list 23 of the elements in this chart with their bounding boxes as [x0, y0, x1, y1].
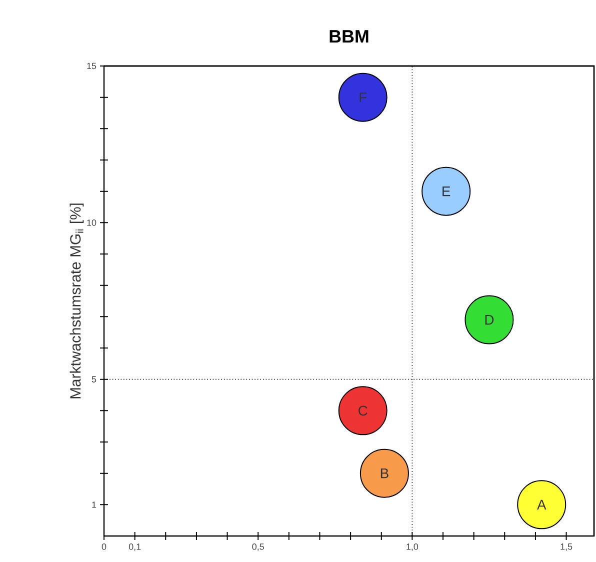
annotation: D: [485, 314, 494, 325]
x-tick-label: 0,5: [252, 544, 264, 551]
x-tick-label: 0,1: [128, 544, 141, 551]
point: [422, 166, 471, 216]
point: [464, 295, 514, 344]
y-tick-label: 10: [87, 219, 96, 226]
x-tick-label: 0: [102, 544, 106, 550]
annotation: F: [360, 92, 367, 102]
chart-title: BBM: [330, 30, 368, 42]
annotation: A: [537, 500, 546, 510]
y-axis-title: Marktwachstumsrate MG$_{ii}$ [%]: [70, 204, 84, 398]
y-tick-label: 1: [92, 502, 96, 508]
x-tick-label: 1,5: [560, 544, 572, 551]
annotation: C: [358, 406, 368, 416]
point: [338, 386, 388, 436]
point: [338, 72, 388, 122]
x-tick-label: 1,0: [406, 544, 418, 551]
y-tick-label: 5: [92, 376, 96, 382]
point: [517, 480, 566, 530]
y-tick-label: 15: [87, 62, 96, 70]
point: [360, 448, 409, 498]
annotation: B: [380, 468, 388, 478]
annotation: E: [442, 186, 450, 196]
